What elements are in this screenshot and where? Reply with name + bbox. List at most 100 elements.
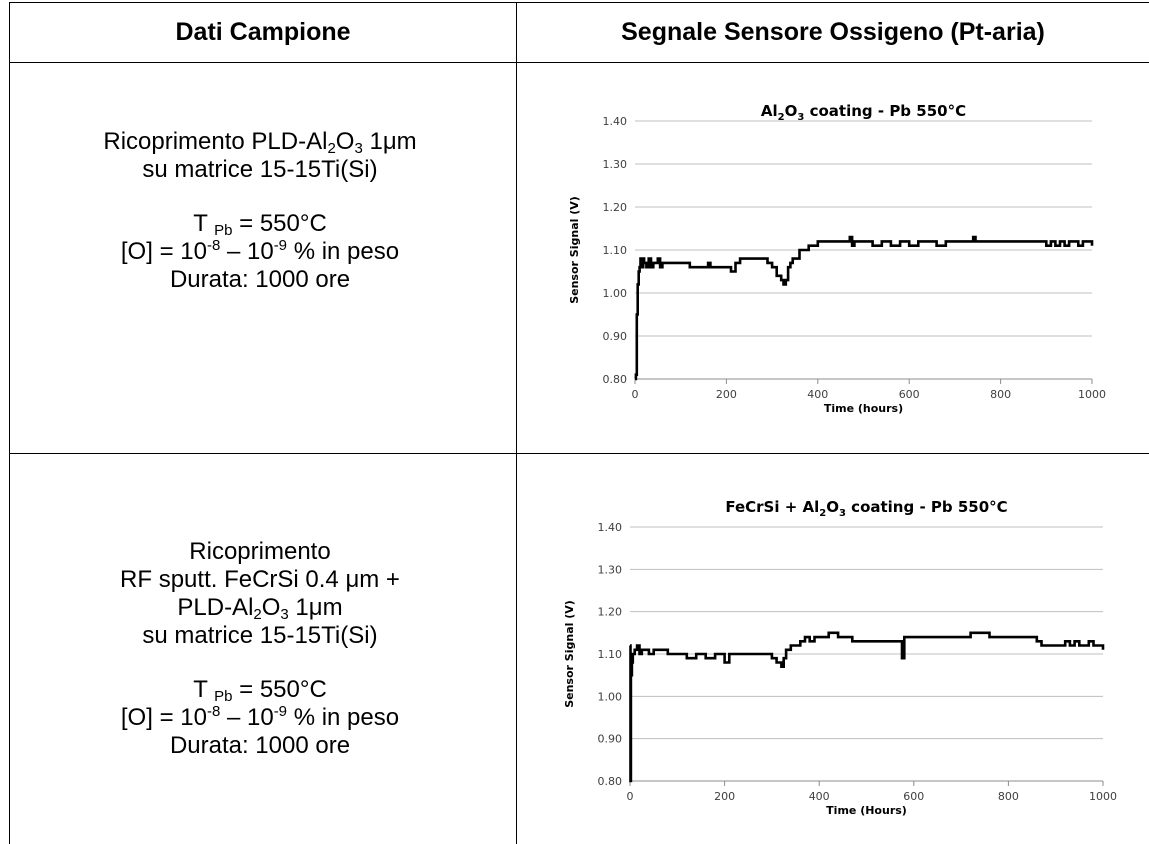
title-subscript: 3 bbox=[797, 112, 804, 123]
text-part: T bbox=[193, 676, 215, 703]
superscript: -8 bbox=[206, 703, 221, 720]
chart-fecrsi-svg: FeCrSi + Al2O3 coating - Pb 550°C 0.80 0.9… bbox=[563, 498, 1117, 817]
text-part: T bbox=[193, 210, 215, 237]
title-part: O bbox=[785, 104, 798, 120]
text-part: Durata: 1000 ore bbox=[169, 266, 351, 293]
text-part: % in peso bbox=[287, 704, 400, 731]
chart-al2o3-svg: Al2O3 coating - Pb 550°C 0.80 0.90 1.00 1.10… bbox=[568, 102, 1106, 415]
description-line: Ricoprimento bbox=[10, 538, 510, 566]
x-tick-label: 400 bbox=[809, 790, 830, 803]
description-line: T Pb = 550°C bbox=[10, 676, 510, 704]
y-tick-label: 1.10 bbox=[598, 648, 623, 661]
subscript: Pb bbox=[214, 688, 233, 705]
text-part: = 550°C bbox=[232, 676, 327, 703]
column-divider bbox=[516, 2, 517, 844]
text-part: 1μm bbox=[362, 128, 417, 155]
x-tick-label: 1000 bbox=[1089, 790, 1117, 803]
x-tick-label: 600 bbox=[903, 790, 924, 803]
table-top-border bbox=[9, 2, 1149, 3]
text-part: 1μm bbox=[288, 594, 343, 621]
header-segnale-sensore: Segnale Sensore Ossigeno (Pt-aria) bbox=[621, 17, 1045, 46]
x-tick-label: 800 bbox=[998, 790, 1019, 803]
description-line: Ricoprimento PLD-Al2O3 1μm bbox=[10, 128, 510, 156]
subscript: 2 bbox=[253, 606, 262, 623]
y-tick-label: 0.80 bbox=[598, 775, 623, 788]
description-line: RF sputt. FeCrSi 0.4 μm + bbox=[10, 566, 510, 594]
subscript: Pb bbox=[214, 222, 233, 239]
y-tick-label: 1.40 bbox=[598, 521, 623, 534]
superscript: -9 bbox=[273, 237, 288, 254]
spacer bbox=[10, 184, 510, 210]
row-divider bbox=[9, 453, 1149, 454]
spacer bbox=[10, 650, 510, 676]
text-part: % in peso bbox=[287, 238, 400, 265]
y-tick-label: 0.90 bbox=[603, 330, 628, 343]
text-part: RF sputt. FeCrSi 0.4 μm + bbox=[120, 566, 400, 593]
text-part: Ricoprimento bbox=[189, 538, 331, 565]
sample-description-row-1: Ricoprimento PLD-Al2O3 1μm su matrice 15-… bbox=[10, 128, 510, 294]
text-part: [O] = 10 bbox=[120, 238, 207, 265]
y-tick-label: 1.10 bbox=[603, 244, 628, 257]
x-tick-label: 400 bbox=[807, 388, 828, 401]
title-subscript: 3 bbox=[839, 508, 846, 519]
x-tick-label: 200 bbox=[716, 388, 737, 401]
y-tick-label: 0.90 bbox=[598, 733, 623, 746]
y-tick-label: 1.40 bbox=[603, 115, 628, 128]
y-tick-label: 1.30 bbox=[598, 563, 623, 576]
text-part: – 10 bbox=[220, 704, 274, 731]
y-axis-label: Sensor Signal (V) bbox=[563, 600, 576, 708]
text-part: su matrice 15-15Ti(Si) bbox=[142, 622, 378, 649]
y-tick-label: 1.20 bbox=[598, 606, 623, 619]
description-line: T Pb = 550°C bbox=[10, 210, 510, 238]
x-tick-label: 0 bbox=[627, 790, 634, 803]
y-tick-label: 1.30 bbox=[603, 158, 628, 171]
title-part: FeCrSi + Al bbox=[725, 498, 819, 516]
y-tick-label: 1.00 bbox=[603, 287, 628, 300]
text-part: – 10 bbox=[220, 238, 274, 265]
text-part: O bbox=[261, 594, 281, 621]
x-axis-label: Time (Hours) bbox=[826, 804, 907, 817]
description-line: [O] = 10-8 – 10-9 % in peso bbox=[10, 238, 510, 266]
description-line: PLD-Al2O3 1μm bbox=[10, 594, 510, 622]
text-part: [O] = 10 bbox=[120, 704, 207, 731]
text-part: Durata: 1000 ore bbox=[169, 732, 351, 759]
x-tick-label: 600 bbox=[899, 388, 920, 401]
x-tick-label: 800 bbox=[990, 388, 1011, 401]
subscript: 3 bbox=[280, 606, 289, 623]
description-line: Durata: 1000 ore bbox=[10, 266, 510, 294]
x-tick-label: 200 bbox=[714, 790, 735, 803]
x-tick-label: 0 bbox=[632, 388, 639, 401]
chart-title: Al2O3 coating - Pb 550°C bbox=[761, 104, 966, 123]
title-part: Al bbox=[761, 104, 778, 120]
subscript: 2 bbox=[327, 140, 336, 157]
description-line: su matrice 15-15Ti(Si) bbox=[10, 622, 510, 650]
title-part: coating - Pb 550°C bbox=[846, 498, 1008, 516]
table-left-border bbox=[9, 2, 10, 844]
description-line: Durata: 1000 ore bbox=[10, 732, 510, 760]
text-part: PLD-Al bbox=[177, 594, 254, 621]
subscript: 3 bbox=[354, 140, 363, 157]
sample-description-row-2: Ricoprimento RF sputt. FeCrSi 0.4 μm + PLD… bbox=[10, 538, 510, 760]
series-line bbox=[629, 631, 1105, 783]
header-dati-campione: Dati Campione bbox=[175, 17, 351, 46]
header-bottom-border bbox=[9, 62, 1149, 63]
y-tick-label: 1.00 bbox=[598, 690, 623, 703]
y-axis-label: Sensor Signal (V) bbox=[568, 196, 581, 304]
text-part: O bbox=[335, 128, 355, 155]
title-subscript: 2 bbox=[778, 112, 785, 123]
text-part: = 550°C bbox=[232, 210, 327, 237]
x-tick-label: 1000 bbox=[1078, 388, 1106, 401]
superscript: -9 bbox=[273, 703, 288, 720]
series-line bbox=[634, 235, 1094, 381]
title-subscript: 2 bbox=[819, 508, 826, 519]
title-part: coating - Pb 550°C bbox=[804, 104, 966, 120]
superscript: -8 bbox=[206, 237, 221, 254]
y-tick-label: 1.20 bbox=[603, 201, 628, 214]
text-part: su matrice 15-15Ti(Si) bbox=[142, 156, 378, 183]
chart-al2o3-coating: Al2O3 coating - Pb 550°C 0.80 0.90 1.00 1.10… bbox=[540, 102, 1140, 434]
description-line: [O] = 10-8 – 10-9 % in peso bbox=[10, 704, 510, 732]
y-tick-label: 0.80 bbox=[603, 373, 628, 386]
chart-title: FeCrSi + Al2O3 coating - Pb 550°C bbox=[725, 498, 1007, 519]
title-part: O bbox=[826, 498, 839, 516]
x-axis-label: Time (hours) bbox=[824, 402, 903, 415]
